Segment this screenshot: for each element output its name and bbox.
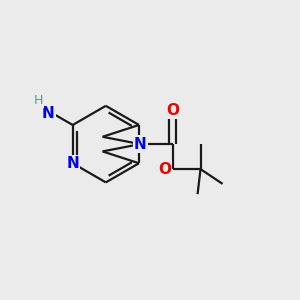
Text: N: N — [66, 156, 79, 171]
Text: O: O — [158, 162, 171, 177]
Text: N: N — [134, 136, 146, 152]
Text: N: N — [42, 106, 55, 121]
Text: H: H — [33, 94, 43, 107]
Text: O: O — [166, 103, 179, 118]
